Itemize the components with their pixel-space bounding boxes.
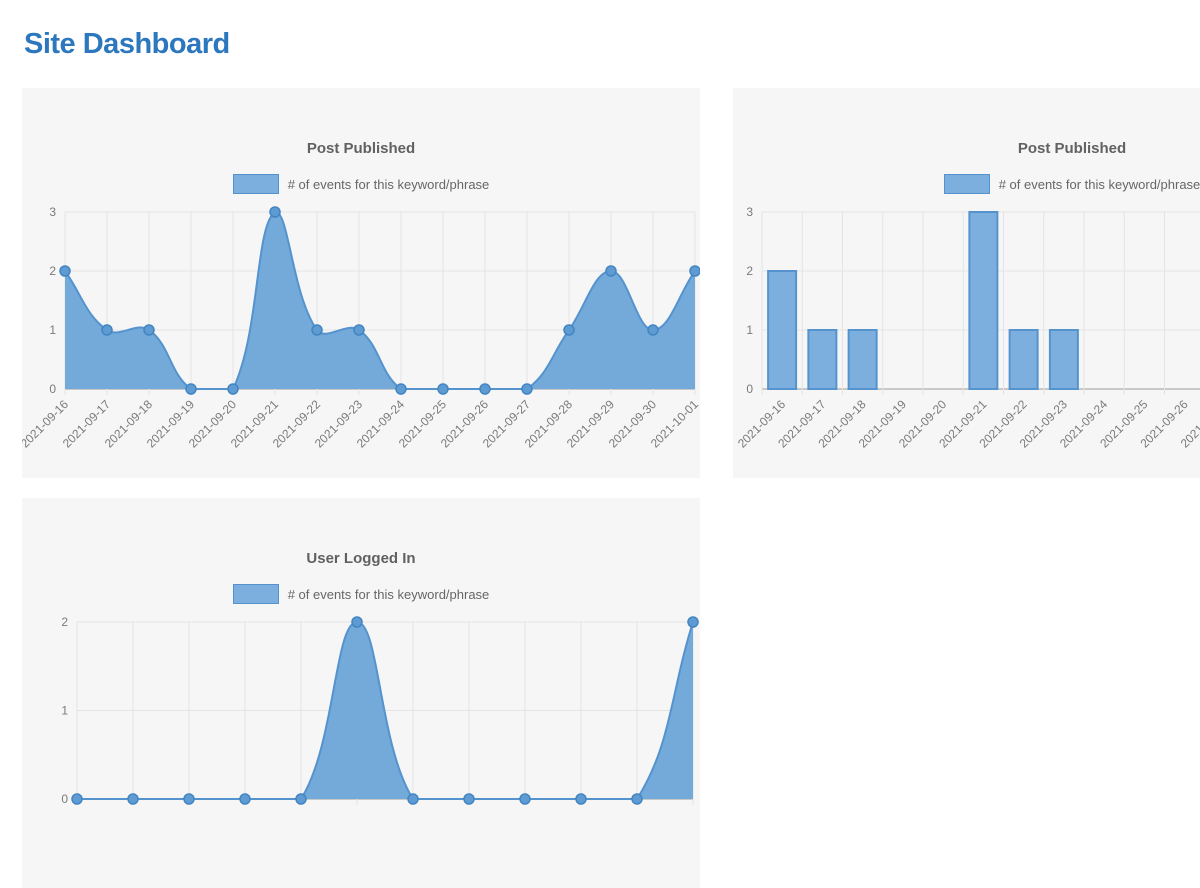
chart-panel-post-published-area: Post Published # of events for this keyw… bbox=[22, 88, 700, 478]
chart-legend: # of events for this keyword/phrase bbox=[22, 584, 700, 604]
chart-legend: # of events for this keyword/phrase bbox=[733, 174, 1200, 194]
chart-panel-post-published-bar: Post Published # of events for this keyw… bbox=[733, 88, 1200, 478]
svg-text:3: 3 bbox=[49, 205, 56, 219]
page-title: Site Dashboard bbox=[24, 28, 230, 60]
legend-label: # of events for this keyword/phrase bbox=[287, 176, 490, 192]
post-published-bar-chart: 01232021-09-162021-09-172021-09-182021-0… bbox=[735, 205, 1200, 451]
svg-text:2: 2 bbox=[746, 264, 753, 278]
post-published-area-chart: 01232021-09-162021-09-172021-09-182021-0… bbox=[22, 205, 700, 451]
svg-text:1: 1 bbox=[49, 323, 56, 337]
legend-label: # of events for this keyword/phrase bbox=[998, 176, 1200, 192]
svg-text:2: 2 bbox=[49, 264, 56, 278]
chart-legend: # of events for this keyword/phrase bbox=[22, 174, 700, 194]
svg-text:0: 0 bbox=[746, 382, 753, 396]
dashboard-grid: Post Published # of events for this keyw… bbox=[22, 88, 1200, 888]
legend-swatch-icon bbox=[232, 584, 279, 604]
svg-text:1: 1 bbox=[61, 704, 68, 718]
user-logged-in-area-chart: 0 1 2 bbox=[61, 615, 699, 806]
chart-title: User Logged In bbox=[306, 550, 416, 567]
svg-text:3: 3 bbox=[746, 205, 753, 219]
chart-title: Post Published bbox=[306, 140, 416, 157]
svg-text:1: 1 bbox=[746, 323, 753, 337]
chart-panel-user-logged-in: User Logged In # of events for this keyw… bbox=[22, 498, 700, 888]
svg-text:0: 0 bbox=[61, 792, 68, 806]
svg-text:2: 2 bbox=[61, 615, 68, 629]
legend-swatch-icon bbox=[232, 174, 279, 194]
legend-label: # of events for this keyword/phrase bbox=[287, 586, 490, 602]
chart-title: Post Published bbox=[1017, 140, 1127, 157]
legend-swatch-icon bbox=[943, 174, 990, 194]
svg-text:0: 0 bbox=[49, 382, 56, 396]
